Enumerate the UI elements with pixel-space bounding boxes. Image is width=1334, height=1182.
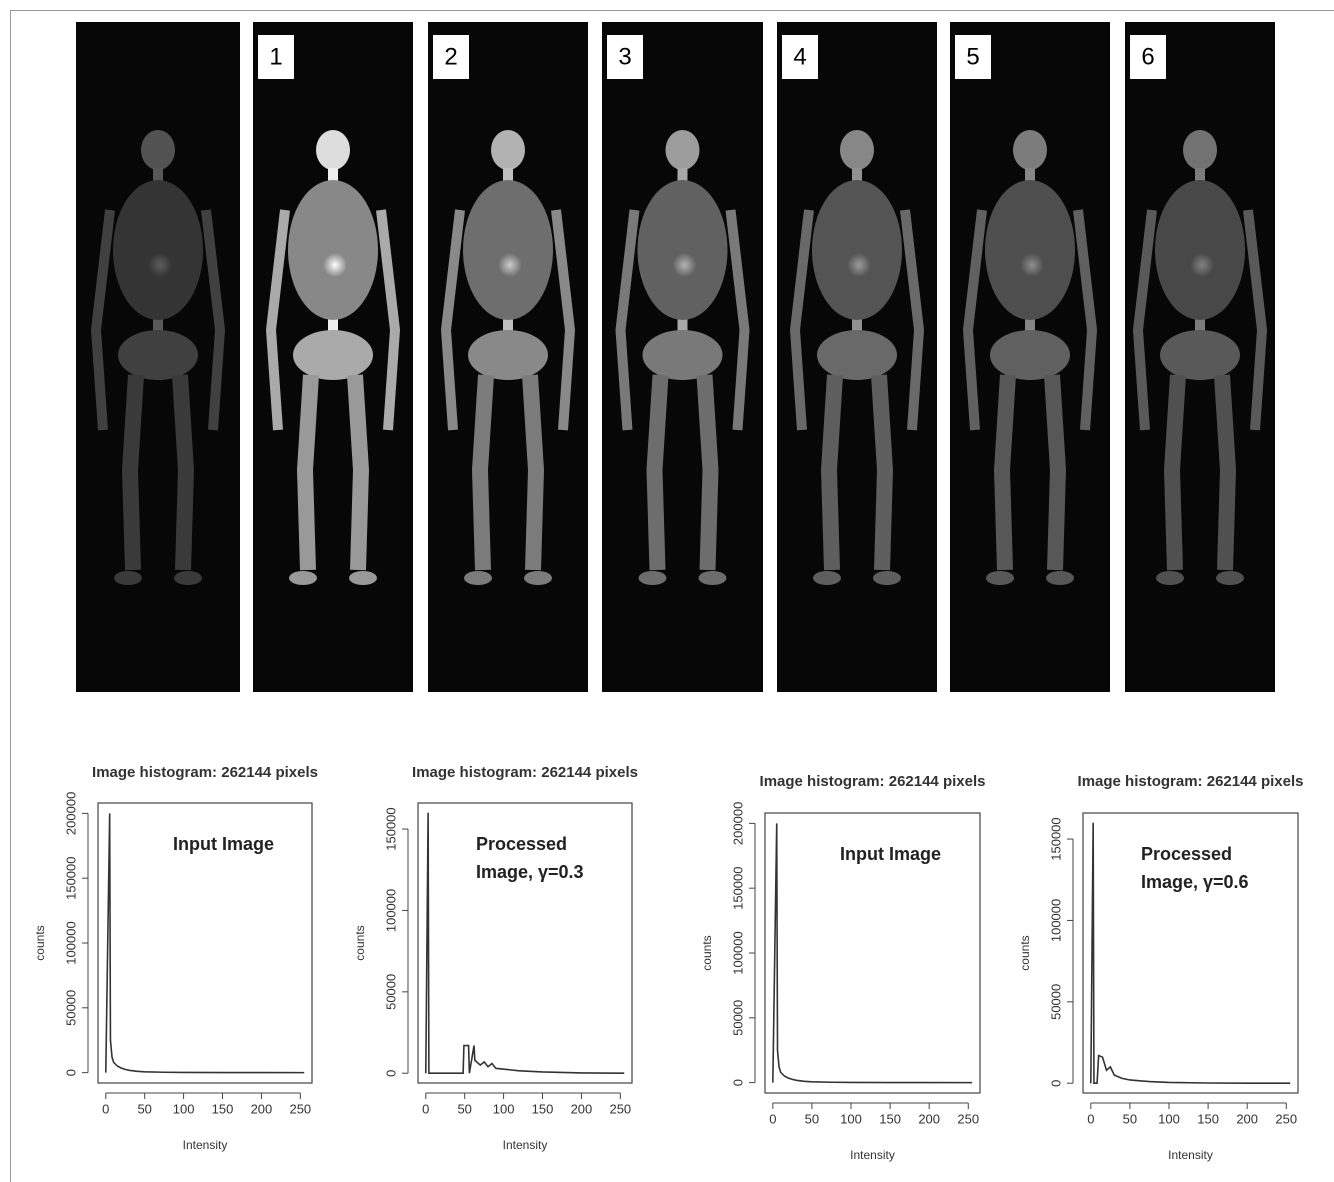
x-axis-label: Intensity [850,1148,895,1162]
x-tick-label: 50 [1123,1111,1137,1126]
y-axis-label: counts [33,925,47,960]
annotation: Processed [476,834,567,854]
x-tick-label: 250 [289,1101,311,1116]
y-tick-label: 200000 [63,792,78,835]
histogram-chart: Image histogram: 262144 pixels Processed I… [353,764,638,1152]
chart-title: Image histogram: 262144 pixels [1078,773,1304,790]
y-tick-label: 100000 [63,921,78,964]
histograms: Image histogram: 262144 pixels Input Imag… [33,764,1303,1162]
image-panels: 1 2 3 4 5 6 [76,22,1275,692]
y-tick-label: 150000 [730,866,745,909]
y-tick-label: 0 [1048,1080,1063,1087]
histogram-chart: Image histogram: 262144 pixels Processed I… [1018,773,1303,1162]
chart-title: Image histogram: 262144 pixels [760,773,986,790]
x-tick-label: 200 [918,1111,940,1126]
y-tick-label: 200000 [730,802,745,845]
x-tick-label: 150 [212,1101,234,1116]
panel-label: 4 [793,43,806,70]
chart-title: Image histogram: 262144 pixels [412,764,638,781]
y-tick-label: 100000 [730,931,745,974]
panel-label: 5 [966,43,979,70]
x-tick-label: 100 [173,1101,195,1116]
y-tick-label: 0 [383,1070,398,1077]
y-tick-label: 50000 [730,1000,745,1036]
chart-title: Image histogram: 262144 pixels [92,764,318,781]
panel-label: 1 [269,43,282,70]
x-tick-label: 0 [102,1101,109,1116]
x-tick-label: 50 [805,1111,819,1126]
x-axis-label: Intensity [503,1138,548,1152]
figure: 1 2 3 4 5 6 Image histogram: 262144 pixels Inp… [0,0,1334,1182]
y-tick-label: 150000 [63,856,78,899]
x-tick-label: 200 [1236,1111,1258,1126]
x-tick-label: 250 [957,1111,979,1126]
x-tick-label: 100 [840,1111,862,1126]
y-tick-label: 50000 [1048,984,1063,1020]
annotation: Image, γ=0.3 [476,862,584,882]
x-tick-label: 100 [493,1101,515,1116]
y-tick-label: 50000 [383,974,398,1010]
y-tick-label: 0 [730,1079,745,1086]
x-tick-label: 150 [532,1101,554,1116]
y-tick-label: 100000 [383,889,398,932]
x-tick-label: 100 [1158,1111,1180,1126]
x-tick-label: 0 [769,1111,776,1126]
x-tick-label: 0 [422,1101,429,1116]
y-axis-label: counts [700,935,714,970]
x-tick-label: 150 [879,1111,901,1126]
x-tick-label: 150 [1197,1111,1219,1126]
y-tick-label: 100000 [1048,899,1063,942]
annotation: Input Image [173,834,274,854]
x-tick-label: 250 [1275,1111,1297,1126]
y-tick-label: 150000 [1048,817,1063,860]
y-axis-label: counts [1018,935,1032,970]
x-tick-label: 200 [251,1101,273,1116]
panel-label: 2 [444,43,457,70]
x-tick-label: 50 [137,1101,151,1116]
x-axis-label: Intensity [1168,1148,1213,1162]
y-axis-label: counts [353,925,367,960]
x-tick-label: 0 [1087,1111,1094,1126]
annotation: Input Image [840,844,941,864]
y-tick-label: 0 [63,1069,78,1076]
histogram-chart: Image histogram: 262144 pixels Input Imag… [33,764,318,1152]
y-tick-label: 50000 [63,990,78,1026]
panel-label: 3 [618,43,631,70]
annotation: Image, γ=0.6 [1141,872,1249,892]
x-tick-label: 200 [571,1101,593,1116]
x-tick-label: 250 [609,1101,631,1116]
x-axis-label: Intensity [183,1138,228,1152]
x-tick-label: 50 [457,1101,471,1116]
panel-label: 6 [1141,43,1154,70]
histogram-chart: Image histogram: 262144 pixels Input Imag… [700,773,985,1162]
y-tick-label: 150000 [383,807,398,850]
annotation: Processed [1141,844,1232,864]
